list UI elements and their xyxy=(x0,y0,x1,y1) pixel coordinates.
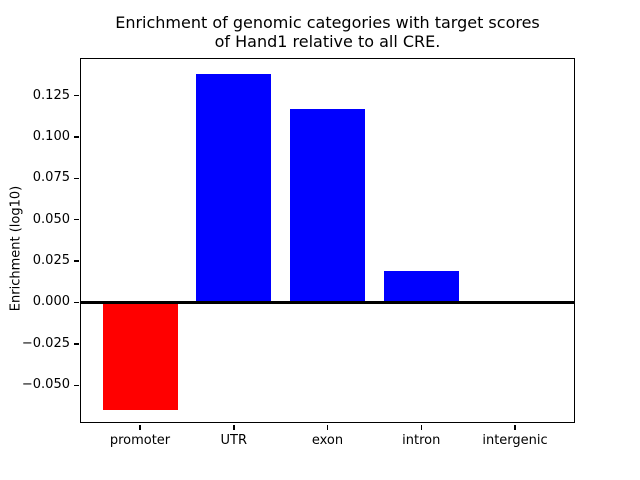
x-tick-mark xyxy=(326,424,329,430)
y-tick-mark xyxy=(73,384,79,386)
y-tick-label: 0.100 xyxy=(32,128,70,144)
plot-inner xyxy=(73,58,575,430)
x-tick-label: exon xyxy=(311,433,344,448)
x-tick-mark xyxy=(139,424,141,430)
y-tick-label: 0.075 xyxy=(32,170,70,186)
y-tick-label: 0.000 xyxy=(32,294,70,310)
y-tick-label: 0.125 xyxy=(32,87,70,103)
y-tick-mark xyxy=(73,260,79,262)
bar-exon xyxy=(290,108,365,303)
y-tick-mark xyxy=(73,343,79,345)
y-tick-mark xyxy=(73,218,79,221)
y-tick-mark xyxy=(73,301,79,304)
bar-intron xyxy=(383,271,459,303)
x-tick-label: intergenic xyxy=(482,433,548,448)
x-tick-mark xyxy=(420,424,422,430)
zero-line xyxy=(80,300,575,304)
x-tick-mark xyxy=(233,424,235,430)
bar-promoter xyxy=(102,302,178,411)
x-tick-label: promoter xyxy=(109,433,171,448)
y-tick-mark xyxy=(73,94,79,97)
y-tick-mark xyxy=(73,136,79,138)
y-tick-mark xyxy=(73,177,79,180)
x-tick-label: intron xyxy=(402,433,441,448)
x-tick-label: UTR xyxy=(220,433,248,448)
x-tick-mark xyxy=(514,424,516,430)
y-tick-label: −0.025 xyxy=(21,335,70,351)
y-tick-label: 0.025 xyxy=(32,253,70,269)
y-tick-label: 0.050 xyxy=(32,211,70,227)
chart-title: Enrichment of genomic categories with ta… xyxy=(115,13,540,51)
y-tick-label: −0.050 xyxy=(21,377,70,393)
bar-UTR xyxy=(196,74,272,303)
